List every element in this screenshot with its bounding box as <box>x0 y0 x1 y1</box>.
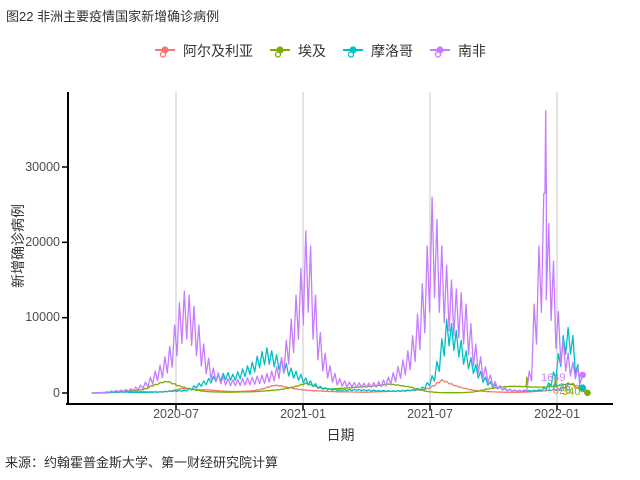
legend-item-algeria: 阿尔及利亚 <box>154 41 253 61</box>
x-tick-label: 2020-07 <box>153 407 199 421</box>
legend-key-icon <box>343 46 363 58</box>
legend-item-label: 南非 <box>458 43 486 59</box>
y-tick-label: 20000 <box>25 234 60 249</box>
series-line-algeria <box>91 378 584 394</box>
series-end-value-label: 625 <box>553 385 571 397</box>
legend-key-icon <box>270 46 290 58</box>
series-end-value-label: 1649 <box>541 372 565 384</box>
legend: 阿尔及利亚 埃及 摩洛哥 南非 <box>0 41 640 61</box>
source-note: 来源：约翰霍普金斯大学、第一财经研究院计算 <box>5 455 279 470</box>
series-end-dot-egypt <box>584 389 591 397</box>
legend-item-morocco: 摩洛哥 <box>342 41 413 61</box>
y-tick-label: 0 <box>53 385 60 400</box>
legend-item-label: 摩洛哥 <box>371 43 413 59</box>
legend-key-icon <box>155 46 175 58</box>
y-tick-label: 30000 <box>25 159 60 174</box>
series-end-dot-south-africa <box>579 371 586 379</box>
y-tick-label: 10000 <box>25 310 60 325</box>
series-end-dot-morocco <box>579 384 586 392</box>
series-line-south-africa <box>91 109 584 394</box>
series-end-value-label: 1626 <box>546 382 570 394</box>
x-tick-label: 2021-07 <box>407 407 453 421</box>
legend-item-south-africa: 南非 <box>429 41 486 61</box>
legend-item-egypt: 埃及 <box>269 41 326 61</box>
chart-title: 图22 非洲主要疫情国家新增确诊病例 <box>6 9 220 24</box>
x-axis-title: 日期 <box>326 427 355 443</box>
series-line-egypt <box>91 374 589 394</box>
legend-item-label: 埃及 <box>298 43 326 59</box>
series-end-value-label: 340 <box>562 386 580 398</box>
legend-item-label: 阿尔及利亚 <box>183 43 253 59</box>
x-tick-label: 2022-01 <box>534 407 580 421</box>
x-tick-label: 2021-01 <box>280 407 326 421</box>
legend-key-icon <box>430 46 450 58</box>
